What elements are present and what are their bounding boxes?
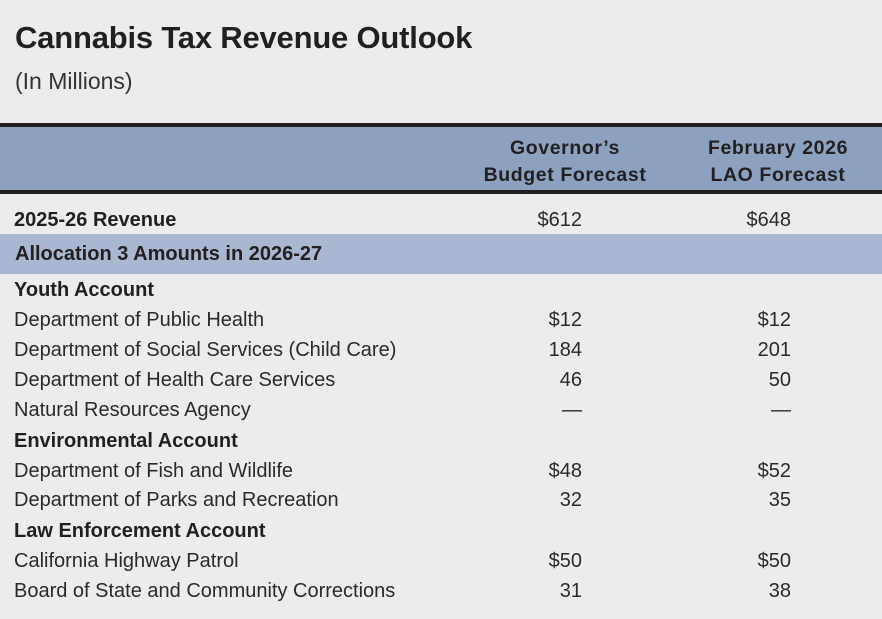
row-label: 2025-26 Revenue	[14, 209, 177, 231]
lao-value: $50	[757, 550, 791, 572]
table-row: California Highway Patrol $50 $50	[0, 546, 882, 576]
lao-value: 35	[768, 489, 791, 511]
row-label: Department of Public Health	[14, 309, 265, 331]
column-header-lao: February 2026 LAO Forecast	[668, 135, 882, 189]
column-header-governor-line2: Budget Forecast	[483, 164, 647, 186]
column-header-band: Governor’s Budget Forecast February 2026…	[0, 123, 882, 194]
table-title: Cannabis Tax Revenue Outlook	[15, 20, 473, 55]
lao-value: 50	[768, 369, 791, 391]
row-label: Department of Social Services (Child Car…	[14, 339, 397, 361]
table-row: Department of Social Services (Child Car…	[0, 335, 882, 365]
governor-value: $50	[548, 550, 582, 572]
table-row: Board of State and Community Corrections…	[0, 576, 882, 606]
governor-value: $12	[548, 309, 582, 331]
table-row: Natural Resources Agency — —	[0, 395, 882, 425]
allocation-header-band: Allocation 3 Amounts in 2026-27	[0, 234, 882, 274]
governor-value: 184	[548, 339, 582, 361]
table-row: Department of Fish and Wildlife $48 $52	[0, 456, 882, 486]
governor-value: $48	[548, 460, 582, 482]
lao-value: $648	[746, 209, 792, 231]
row-label: California Highway Patrol	[14, 550, 239, 572]
governor-value: 32	[559, 489, 582, 511]
column-header-lao-line2: LAO Forecast	[710, 164, 846, 186]
table-row: Department of Health Care Services 46 50	[0, 365, 882, 395]
allocation-header: Allocation 3 Amounts in 2026-27	[15, 243, 323, 265]
table-row: Department of Public Health $12 $12	[0, 305, 882, 335]
section-heading: Environmental Account	[14, 430, 238, 452]
section-heading: Law Enforcement Account	[14, 520, 266, 542]
column-header-governor: Governor’s Budget Forecast	[455, 135, 675, 189]
governor-value: 46	[559, 369, 582, 391]
lao-value: 38	[768, 580, 791, 602]
section-heading-youth: Youth Account	[0, 275, 882, 305]
governor-value: —	[562, 399, 582, 421]
governor-value: $612	[537, 209, 583, 231]
revenue-row: 2025-26 Revenue $612 $648	[0, 205, 882, 235]
row-label: Department of Fish and Wildlife	[14, 460, 294, 482]
section-heading-environmental: Environmental Account	[0, 426, 882, 456]
row-label: Board of State and Community Corrections	[14, 580, 396, 602]
column-header-lao-line1: February 2026	[707, 137, 849, 159]
row-label: Department of Parks and Recreation	[14, 489, 339, 511]
section-heading-law-enforcement: Law Enforcement Account	[0, 516, 882, 546]
lao-value: 201	[757, 339, 791, 361]
row-label: Natural Resources Agency	[14, 399, 251, 421]
column-header-governor-line1: Governor’s	[509, 137, 621, 159]
table-row: Department of Parks and Recreation 32 35	[0, 485, 882, 515]
governor-value: 31	[559, 580, 582, 602]
section-heading: Youth Account	[14, 279, 154, 301]
lao-value: $52	[757, 460, 791, 482]
table-subtitle: (In Millions)	[15, 68, 133, 94]
lao-value: $12	[757, 309, 791, 331]
lao-value: —	[771, 399, 791, 421]
row-label: Department of Health Care Services	[14, 369, 336, 391]
